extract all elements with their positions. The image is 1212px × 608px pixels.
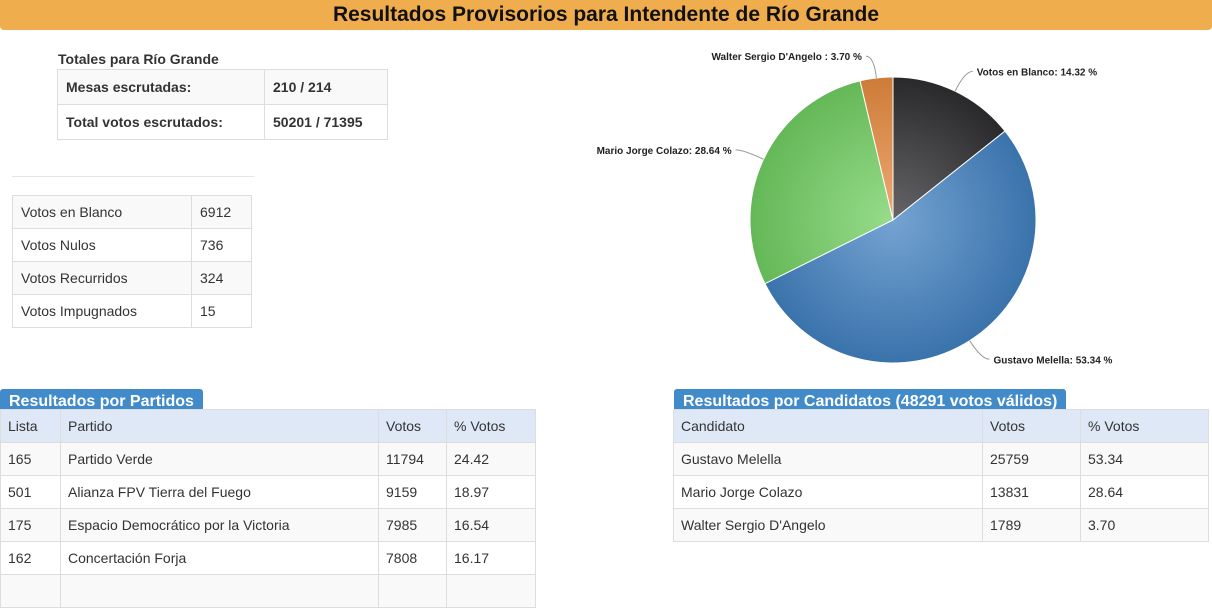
pie-slice (749, 80, 894, 285)
table-row: Votos Nulos 736 (12, 228, 252, 262)
table-row: Total votos escrutados: 50201 / 71395 (57, 104, 388, 140)
cell-partido: Concertación Forja (60, 541, 379, 575)
cell-pct: 53.34 (1080, 442, 1209, 476)
candidates-table: Candidato Votos % Votos Gustavo Melella … (673, 409, 1209, 542)
pie-data-label: Gustavo Melella: 53.34 % (993, 355, 1112, 366)
cell-pct: 16.54 (446, 508, 536, 542)
votes-value: 324 (191, 261, 252, 295)
totals-label: Mesas escrutadas: (57, 69, 265, 105)
parties-table: Lista Partido Votos % Votos 165 Partido … (0, 409, 536, 608)
totals-label: Total votos escrutados: (57, 104, 265, 140)
col-header-lista: Lista (0, 409, 61, 443)
col-header-pct: % Votos (1080, 409, 1209, 443)
totals-title: Totales para Río Grande (58, 51, 219, 67)
cell-pct: 24.42 (446, 442, 536, 476)
table-row: Gustavo Melella 25759 53.34 (673, 442, 1209, 476)
cell-lista: 501 (0, 475, 61, 509)
table-row: 162 Concertación Forja 7808 16.17 (0, 541, 536, 575)
table-row: 175 Espacio Democrático por la Victoria … (0, 508, 536, 542)
col-header-candidato: Candidato (673, 409, 983, 443)
votes-label: Votos Impugnados (12, 294, 192, 328)
votes-value: 15 (191, 294, 252, 328)
cell-votos: 7808 (378, 541, 447, 575)
pie-data-label: Votos en Blanco: 14.32 % (977, 67, 1098, 78)
table-row: 165 Partido Verde 11794 24.42 (0, 442, 536, 476)
votes-value: 6912 (191, 195, 252, 229)
divider (12, 176, 254, 177)
pie-label-connector (954, 70, 973, 92)
cell-candidato: Mario Jorge Colazo (673, 475, 983, 509)
cell-lista (0, 574, 61, 608)
table-row: Votos Recurridos 324 (12, 261, 252, 295)
cell-pct (446, 574, 536, 608)
cell-partido: Espacio Democrático por la Victoria (60, 508, 379, 542)
cell-votos (378, 574, 447, 608)
cell-votos: 13831 (982, 475, 1081, 509)
table-row: Votos Impugnados 15 (12, 294, 252, 328)
pie-label-connector (865, 55, 877, 79)
table-row: 501 Alianza FPV Tierra del Fuego 9159 18… (0, 475, 536, 509)
cell-pct: 3.70 (1080, 508, 1209, 542)
votes-label: Votos en Blanco (12, 195, 192, 229)
table-header-row: Candidato Votos % Votos (673, 409, 1209, 443)
totals-value: 210 / 214 (264, 69, 388, 105)
cell-votos: 7985 (378, 508, 447, 542)
pie-chart: Votos en Blanco: 14.32 % Gustavo Melella:… (597, 52, 1113, 366)
table-header-row: Lista Partido Votos % Votos (0, 409, 536, 443)
votes-value: 736 (191, 228, 252, 262)
pie-data-label: Walter Sergio D'Angelo : 3.70 % (711, 52, 861, 63)
cell-votos: 25759 (982, 442, 1081, 476)
totals-table: Mesas escrutadas: 210 / 214 Total votos … (57, 69, 388, 140)
col-header-partido: Partido (60, 409, 379, 443)
page-header: Resultados Provisorios para Intendente d… (0, 0, 1212, 30)
col-header-votos: Votos (982, 409, 1081, 443)
cell-candidato: Walter Sergio D'Angelo (673, 508, 983, 542)
cell-votos: 1789 (982, 508, 1081, 542)
cell-votos: 11794 (378, 442, 447, 476)
table-row: Mario Jorge Colazo 13831 28.64 (673, 475, 1209, 509)
cell-candidato: Gustavo Melella (673, 442, 983, 476)
col-header-votos: Votos (378, 409, 447, 443)
table-row: Votos en Blanco 6912 (12, 195, 252, 229)
cell-pct: 28.64 (1080, 475, 1209, 509)
pie-data-label: Mario Jorge Colazo: 28.64 % (597, 146, 732, 157)
table-row: Mesas escrutadas: 210 / 214 (57, 69, 388, 105)
cell-votos: 9159 (378, 475, 447, 509)
cell-lista: 175 (0, 508, 61, 542)
pie-slice (764, 130, 1037, 364)
pie-label-connector (735, 149, 764, 160)
votes-table: Votos en Blanco 6912 Votos Nulos 736 Vot… (12, 195, 252, 328)
col-header-pct: % Votos (446, 409, 536, 443)
cell-partido (60, 574, 379, 608)
cell-pct: 18.97 (446, 475, 536, 509)
cell-partido: Partido Verde (60, 442, 379, 476)
page-title: Resultados Provisorios para Intendente d… (332, 3, 880, 26)
pie-label-connector (969, 340, 990, 360)
totals-value: 50201 / 71395 (264, 104, 388, 140)
cell-lista: 162 (0, 541, 61, 575)
votes-label: Votos Nulos (12, 228, 192, 262)
cell-partido: Alianza FPV Tierra del Fuego (60, 475, 379, 509)
table-row: Walter Sergio D'Angelo 1789 3.70 (673, 508, 1209, 542)
table-row (0, 574, 536, 608)
pie-slice (892, 76, 1006, 222)
cell-pct: 16.17 (446, 541, 536, 575)
cell-lista: 165 (0, 442, 61, 476)
votes-label: Votos Recurridos (12, 261, 192, 295)
